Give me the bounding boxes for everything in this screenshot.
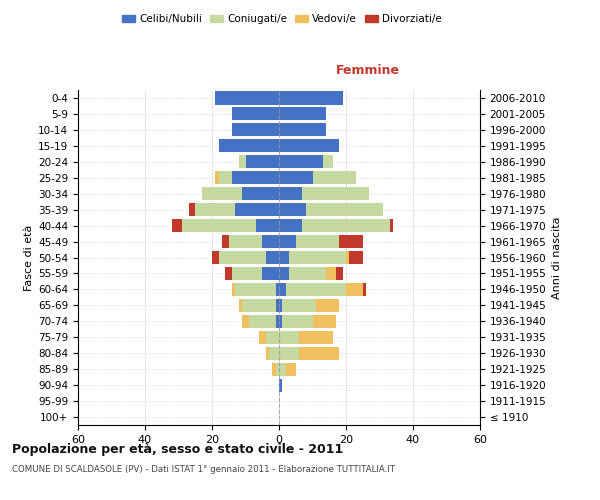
Bar [226,267,232,280]
Bar [326,267,336,280]
Bar [389,219,393,232]
Bar [222,235,229,248]
Bar [302,219,389,232]
Y-axis label: Anni di nascita: Anni di nascita [552,216,562,298]
Bar [279,299,283,312]
Bar [229,235,262,248]
Bar [286,362,296,376]
Bar [219,251,266,264]
Bar [262,267,279,280]
Bar [266,251,279,264]
Bar [349,251,363,264]
Bar [283,299,316,312]
Bar [215,92,279,104]
Bar [279,330,299,344]
Bar [299,330,332,344]
Bar [279,187,302,200]
Bar [275,283,279,296]
Bar [218,140,279,152]
Y-axis label: Fasce di età: Fasce di età [24,224,34,290]
Bar [266,330,279,344]
Bar [279,140,340,152]
Bar [262,235,279,248]
Bar [172,219,182,232]
Bar [239,299,242,312]
Text: Femmine: Femmine [335,64,400,76]
Bar [279,155,323,168]
Bar [283,315,313,328]
Bar [289,267,326,280]
Bar [302,187,370,200]
Bar [242,315,249,328]
Bar [336,267,343,280]
Bar [313,315,336,328]
Bar [235,203,279,216]
Bar [202,187,242,200]
Bar [242,299,275,312]
Bar [279,171,313,184]
Bar [279,219,302,232]
Bar [279,267,289,280]
Bar [340,235,363,248]
Bar [279,124,326,136]
Bar [323,155,332,168]
Bar [306,203,383,216]
Bar [249,315,275,328]
Bar [279,362,286,376]
Bar [239,155,245,168]
Bar [195,203,235,216]
Bar [296,235,340,248]
Bar [275,362,279,376]
Bar [232,267,262,280]
Bar [215,171,218,184]
Bar [242,187,279,200]
Bar [363,283,366,296]
Bar [235,283,275,296]
Bar [259,330,266,344]
Bar [272,362,275,376]
Bar [346,251,349,264]
Bar [279,92,343,104]
Bar [232,124,279,136]
Bar [289,251,346,264]
Bar [188,203,195,216]
Bar [245,155,279,168]
Bar [275,299,279,312]
Bar [299,346,340,360]
Bar [232,108,279,120]
Bar [182,219,256,232]
Bar [279,235,296,248]
Bar [279,251,289,264]
Bar [218,171,232,184]
Bar [286,283,346,296]
Text: Popolazione per età, sesso e stato civile - 2011: Popolazione per età, sesso e stato civil… [12,442,343,456]
Bar [212,251,218,264]
Bar [279,315,283,328]
Bar [232,171,279,184]
Bar [316,299,340,312]
Text: COMUNE DI SCALDASOLE (PV) - Dati ISTAT 1° gennaio 2011 - Elaborazione TUTTITALIA: COMUNE DI SCALDASOLE (PV) - Dati ISTAT 1… [12,466,395,474]
Bar [279,203,306,216]
Bar [313,171,356,184]
Bar [232,283,235,296]
Bar [279,378,283,392]
Legend: Celibi/Nubili, Coniugati/e, Vedovi/e, Divorziati/e: Celibi/Nubili, Coniugati/e, Vedovi/e, Di… [118,10,446,29]
Bar [269,346,279,360]
Bar [256,219,279,232]
Bar [279,283,286,296]
Bar [266,346,269,360]
Bar [275,315,279,328]
Bar [346,283,363,296]
Bar [279,108,326,120]
Bar [279,346,299,360]
